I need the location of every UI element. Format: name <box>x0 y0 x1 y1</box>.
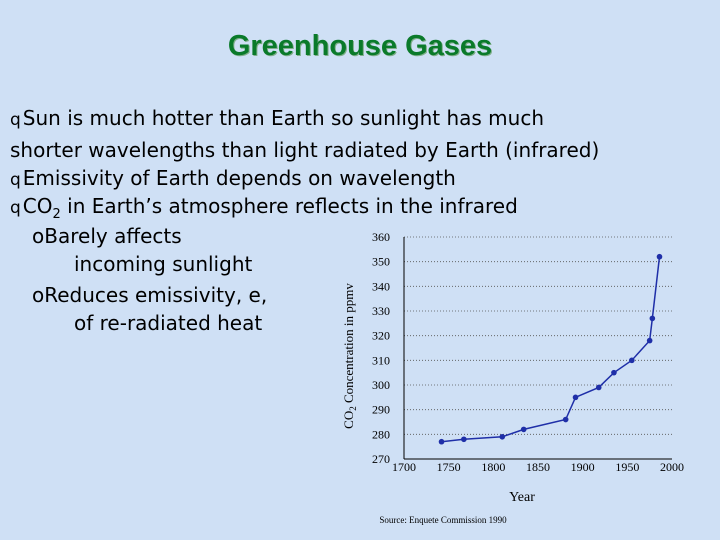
data-point <box>562 416 569 423</box>
data-point <box>499 434 506 440</box>
x-axis-label: Year <box>509 490 535 505</box>
data-point <box>656 253 663 260</box>
bullet-3-pre: CO <box>22 194 53 218</box>
x-tick-label: 1850 <box>526 460 550 474</box>
y-tick-label: 280 <box>372 427 390 441</box>
y-axis-label-subscript: 2 <box>348 406 358 411</box>
bullet-1-line2: shorter wavelengths than light radiated … <box>10 138 600 162</box>
y-tick-label: 330 <box>372 304 390 318</box>
y-tick-label: 270 <box>372 452 390 466</box>
y-axis-label-pre: CO <box>341 411 356 429</box>
data-point <box>461 436 467 443</box>
bullet-3-subscript: 2 <box>52 207 61 222</box>
y-tick-label: 320 <box>372 329 390 343</box>
axes <box>403 237 672 460</box>
subbullet-1-line1: Barely affects <box>44 224 182 248</box>
subbullet-2-line1: Reduces emissivity, e, <box>44 283 268 307</box>
slide-title: Greenhouse Gases <box>227 30 493 62</box>
data-point <box>629 357 635 364</box>
co2-series-line <box>441 256 661 443</box>
bullet-marker-icon: q <box>10 198 21 218</box>
chart-source: Source: Enquete Commission 1990 <box>379 515 507 525</box>
subbullet-1-continued: incoming sunlight <box>74 250 252 278</box>
data-point <box>646 337 653 344</box>
subbullet-2-continued: of re-radiated heat <box>74 309 262 337</box>
subbullet-1-line2: incoming sunlight <box>74 252 253 276</box>
y-axis-label-post: Concentration in ppmv <box>341 283 356 407</box>
subbullet-2: oReduces emissivity, e, <box>32 281 267 309</box>
y-tick-label: 310 <box>372 353 390 367</box>
data-point <box>520 426 527 433</box>
x-tick-label: 1750 <box>437 460 461 474</box>
data-point <box>438 438 445 445</box>
bullet-3: q CO2 in Earth’s atmosphere reflects in t… <box>10 192 518 229</box>
data-point <box>649 315 656 322</box>
data-point <box>611 369 617 376</box>
x-tick-label: 1800 <box>481 460 505 474</box>
bullet-3-post: in Earth’s atmosphere reflects in the in… <box>60 194 518 218</box>
subbullet-marker-icon: o <box>32 283 45 307</box>
y-tick-label: 300 <box>372 378 390 392</box>
y-tick-label: 350 <box>372 255 390 269</box>
bullet-2-line1: Emissivity of Earth depends on wavelengt… <box>22 166 456 190</box>
bullet-2: q Emissivity of Earth depends on waveleng… <box>10 164 456 194</box>
subbullet-1: oBarely affects <box>32 222 182 250</box>
tick-labels: 270 280 290 300 310 320 330 340 350 360 1700 1750 18… <box>372 230 684 474</box>
x-tick-label: 1900 <box>571 460 595 474</box>
bullet-marker-icon: q <box>10 170 21 190</box>
x-tick-label: 1700 <box>392 460 416 474</box>
y-tick-label: 340 <box>372 279 390 293</box>
bullet-1-continued: shorter wavelengths than light radiated … <box>10 136 599 164</box>
x-tick-label: 2000 <box>660 460 684 474</box>
co2-chart: 270 280 290 300 310 320 330 340 350 360 1700 1750 18… <box>341 230 684 525</box>
data-point <box>595 384 602 391</box>
bullet-marker-icon: q <box>10 110 21 130</box>
bullet-1-line1: Sun is much hotter than Earth so sunligh… <box>22 106 545 130</box>
y-tick-label: 290 <box>372 403 390 417</box>
grid <box>404 236 672 435</box>
subbullet-marker-icon: o <box>32 224 45 248</box>
x-tick-label: 1950 <box>615 460 639 474</box>
subbullet-2-line2: of re-radiated heat <box>74 311 263 335</box>
y-axis-label: CO2 Concentration in ppmv <box>341 283 358 429</box>
y-tick-label: 360 <box>372 230 390 244</box>
series <box>438 253 663 445</box>
data-point <box>572 394 579 401</box>
bullet-1: q Sun is much hotter than Earth so sunlig… <box>10 104 544 134</box>
